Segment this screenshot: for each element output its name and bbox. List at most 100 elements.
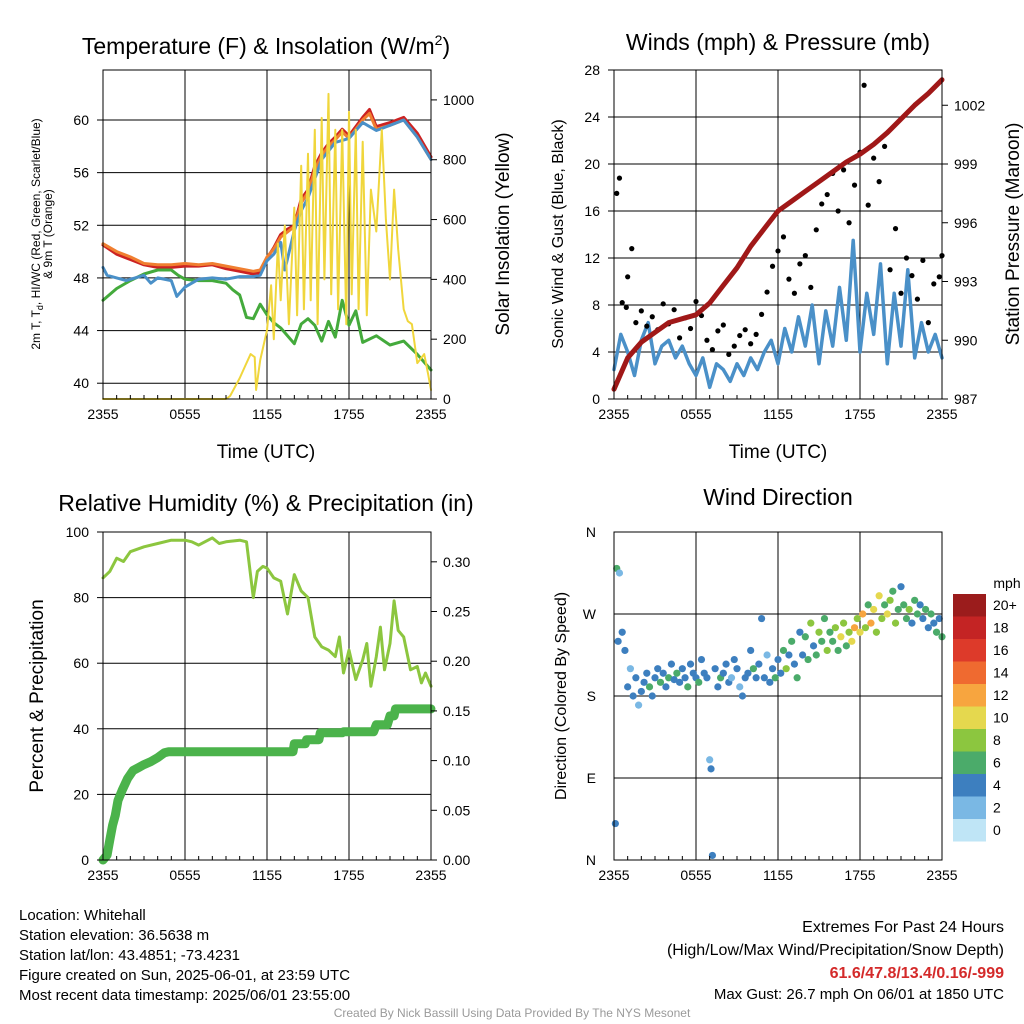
y2-tick-label: 996 (954, 215, 978, 231)
direction-point (919, 614, 927, 623)
direction-point (615, 569, 624, 577)
winds-grid (613, 69, 943, 400)
direction-point (777, 669, 785, 677)
direction-point (656, 678, 665, 686)
y-tick-label: 60 (73, 655, 89, 671)
direction-point (889, 587, 897, 595)
y-tick-label: W (583, 606, 597, 622)
station-latlon: Station lat/lon: 43.4851; -73.4231 (19, 947, 241, 964)
direction-point (714, 683, 722, 691)
direction-point (897, 583, 905, 591)
direction-point (801, 633, 809, 641)
gust-point (882, 143, 888, 149)
y-tick-label: 52 (73, 217, 89, 233)
y-tick-label: 60 (73, 112, 89, 128)
y-tick-label: 40 (73, 375, 89, 391)
direction-point (768, 665, 777, 673)
direction-point (902, 614, 911, 623)
gust-point (865, 202, 871, 208)
gust-point (871, 155, 877, 161)
direction-point (665, 674, 673, 682)
direction-point (799, 651, 807, 659)
direction-point (618, 628, 626, 636)
winds-ticks: 2355 0555 1155 1755 235504812162024289879909… (584, 62, 985, 422)
direction-point (837, 633, 845, 641)
extremes-box: Extremes For Past 24 Hours (High/Low/Max… (667, 916, 1004, 1005)
direction-point (711, 665, 719, 673)
direction-point (818, 637, 826, 645)
x-tick-label: 2355 (926, 867, 957, 883)
y2-tick-label: 999 (954, 156, 978, 172)
gust-point (742, 327, 748, 333)
gust-point (619, 300, 625, 306)
legend-swatch (953, 819, 986, 842)
direction-point (760, 674, 768, 682)
direction-point (707, 765, 715, 773)
direction-point (927, 610, 935, 618)
gust-point (687, 325, 694, 332)
y-tick-label: 24 (584, 109, 600, 125)
gust-point (614, 190, 620, 196)
direction-point (626, 665, 635, 673)
extremes-subtitle: (High/Low/Max Wind/Precipitation/Snow De… (666, 942, 1004, 959)
legend-swatch (953, 594, 986, 617)
gust-point (775, 248, 781, 254)
direction-point (648, 692, 656, 700)
direction-point (624, 683, 632, 691)
temperature-ylabel: 2m T, Td, HI/WC (Red, Green, Scarlet/Blu… (29, 118, 55, 349)
direction-point (935, 614, 943, 623)
max-gust: Max Gust: 26.7 mph On 06/01 at 1850 UTC (713, 986, 1004, 1003)
gust-point (660, 301, 666, 307)
y2-tick-label: 990 (954, 332, 978, 348)
legend-swatch (953, 751, 986, 774)
direction-point (820, 614, 829, 623)
y-tick-label: 16 (584, 203, 600, 219)
recent-timestamp: Most recent data timestamp: 2025/06/01 2… (19, 987, 351, 1004)
direction-point (766, 678, 774, 686)
svg-text:& 9m T (Orange): & 9m T (Orange) (41, 189, 55, 279)
x-tick-label: 2355 (415, 867, 446, 883)
direction-point (815, 628, 823, 636)
direction-point (796, 628, 804, 636)
extremes-title: Extremes For Past 24 Hours (802, 919, 1004, 936)
y2-tick-label: 200 (443, 331, 467, 347)
winds-xlabel: Time (UTC) (729, 442, 828, 463)
gust-point (797, 261, 803, 267)
series-line-sonic-wind (612, 238, 944, 390)
gust-point (824, 191, 830, 198)
y-tick-label: 100 (66, 524, 90, 540)
x-tick-label: 1755 (844, 867, 875, 883)
credit-line: Created By Nick Bassill Using Data Provi… (333, 1006, 691, 1020)
direction-point (779, 646, 788, 655)
direction-point (870, 605, 878, 614)
direction-point (719, 669, 727, 677)
direction-point (643, 669, 651, 677)
figure-created: Figure created on Sun, 2025-06-01, at 23… (19, 967, 351, 984)
direction-point (823, 646, 831, 655)
legend-label: 10 (993, 710, 1009, 726)
direction-grid (613, 531, 943, 861)
direction-point (703, 674, 711, 682)
gust-point (898, 290, 904, 296)
direction-point (883, 610, 891, 618)
gust-point (644, 323, 650, 329)
direction-point (749, 665, 758, 673)
winds-title: Winds (mph) & Pressure (mb) (626, 29, 930, 55)
direction-point (640, 678, 648, 686)
legend-label: 16 (993, 642, 1009, 658)
y-tick-label: 20 (73, 786, 89, 802)
direction-point (681, 674, 689, 682)
x-tick-label: 0555 (169, 406, 200, 422)
gust-point (769, 263, 776, 269)
direction-point (738, 692, 747, 700)
humidity-title: Relative Humidity (%) & Precipitation (i… (58, 490, 473, 516)
gust-point (671, 307, 677, 313)
gust-point (629, 246, 635, 252)
x-tick-label: 0555 (680, 406, 711, 422)
gust-point (846, 220, 852, 226)
direction-point (842, 642, 850, 650)
gust-point (780, 234, 787, 240)
direction-point (831, 624, 840, 632)
direction-point (894, 605, 902, 614)
